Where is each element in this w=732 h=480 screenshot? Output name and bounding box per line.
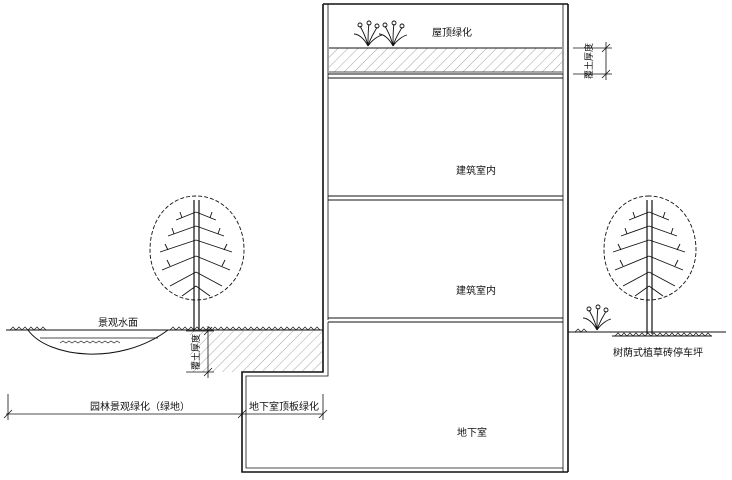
ground-soil-layer	[190, 331, 322, 372]
basement-roof-greening-label: 地下室顶板绿化	[249, 400, 319, 413]
roof-plants-icon	[353, 20, 408, 47]
grass-paver-parking-label: 树荫式植草砖停车坪	[613, 346, 703, 359]
ground-soil-thickness-label: 覆土厚度	[190, 334, 202, 370]
basement-label: 地下室	[457, 426, 487, 439]
water-pond	[27, 329, 169, 355]
roof-soil-dimension	[573, 42, 612, 80]
roof-greening-label: 屋顶绿化	[432, 26, 472, 39]
roof-soil-layer	[329, 47, 562, 73]
landscape-water-label: 景观水面	[98, 317, 138, 329]
building-structure	[241, 3, 569, 473]
ground-soil-dimension	[186, 326, 214, 378]
shrub-icon	[582, 304, 612, 331]
garden-greening-label: 园林景观绿化（绿地）	[90, 400, 190, 413]
basement-greening-dimension	[242, 394, 328, 420]
building-interior-upper-label: 建筑室内	[456, 164, 496, 177]
roof-soil-thickness-label: 覆土厚度	[583, 43, 595, 79]
tree-right-icon	[603, 195, 697, 334]
tree-left-icon	[149, 195, 245, 330]
building-interior-lower-label: 建筑室内	[456, 284, 496, 297]
